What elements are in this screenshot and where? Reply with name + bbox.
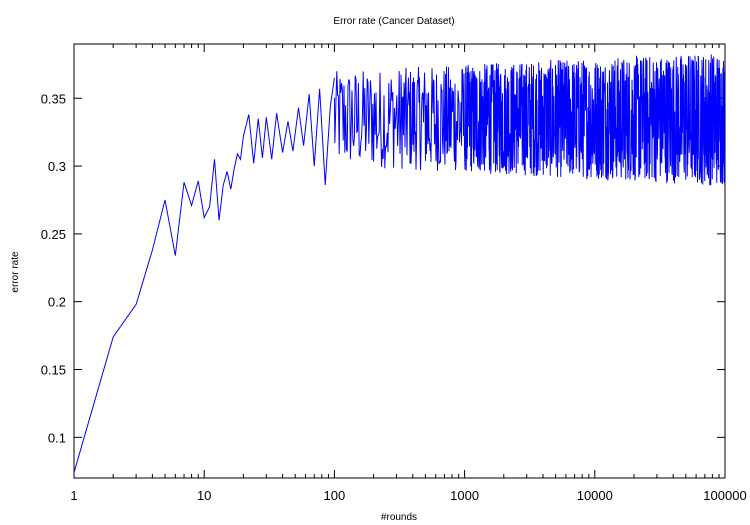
- x-tick-label: 1000: [450, 488, 479, 503]
- y-tick-label: 0.35: [41, 91, 66, 106]
- plot-series: [73, 54, 726, 473]
- chart-title: Error rate (Cancer Dataset): [333, 16, 454, 27]
- y-tick-label: 0.3: [48, 159, 66, 174]
- x-tick-label: 100000: [703, 488, 746, 503]
- x-axis-label: #rounds: [381, 512, 417, 523]
- y-tick-label: 0.15: [41, 363, 66, 378]
- series-line-dense: [333, 54, 726, 186]
- series-line-early: [73, 77, 335, 473]
- y-axis-label: error rate: [10, 251, 21, 293]
- y-tick-label: 0.25: [41, 227, 66, 242]
- x-tick-label: 100: [324, 488, 346, 503]
- x-tick-label: 10000: [577, 488, 613, 503]
- x-tick-label: 1: [70, 488, 77, 503]
- x-tick-label: 10: [197, 488, 211, 503]
- plot-area-frame: [73, 43, 726, 479]
- y-tick-label: 0.1: [48, 430, 66, 445]
- x-axis: 1 10 100 1000 10000 100000: [70, 44, 747, 503]
- y-axis: 0.1 0.15 0.2 0.25 0.3 0.35: [41, 91, 725, 445]
- y-tick-label: 0.2: [48, 295, 66, 310]
